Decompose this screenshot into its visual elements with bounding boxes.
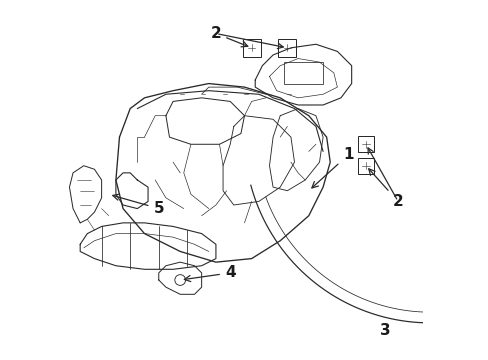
Text: 5: 5 xyxy=(113,194,164,216)
Text: 1: 1 xyxy=(311,148,353,188)
Text: 4: 4 xyxy=(184,265,235,282)
Text: 2: 2 xyxy=(368,169,403,209)
Text: 2: 2 xyxy=(210,26,247,47)
Text: 3: 3 xyxy=(380,323,390,338)
